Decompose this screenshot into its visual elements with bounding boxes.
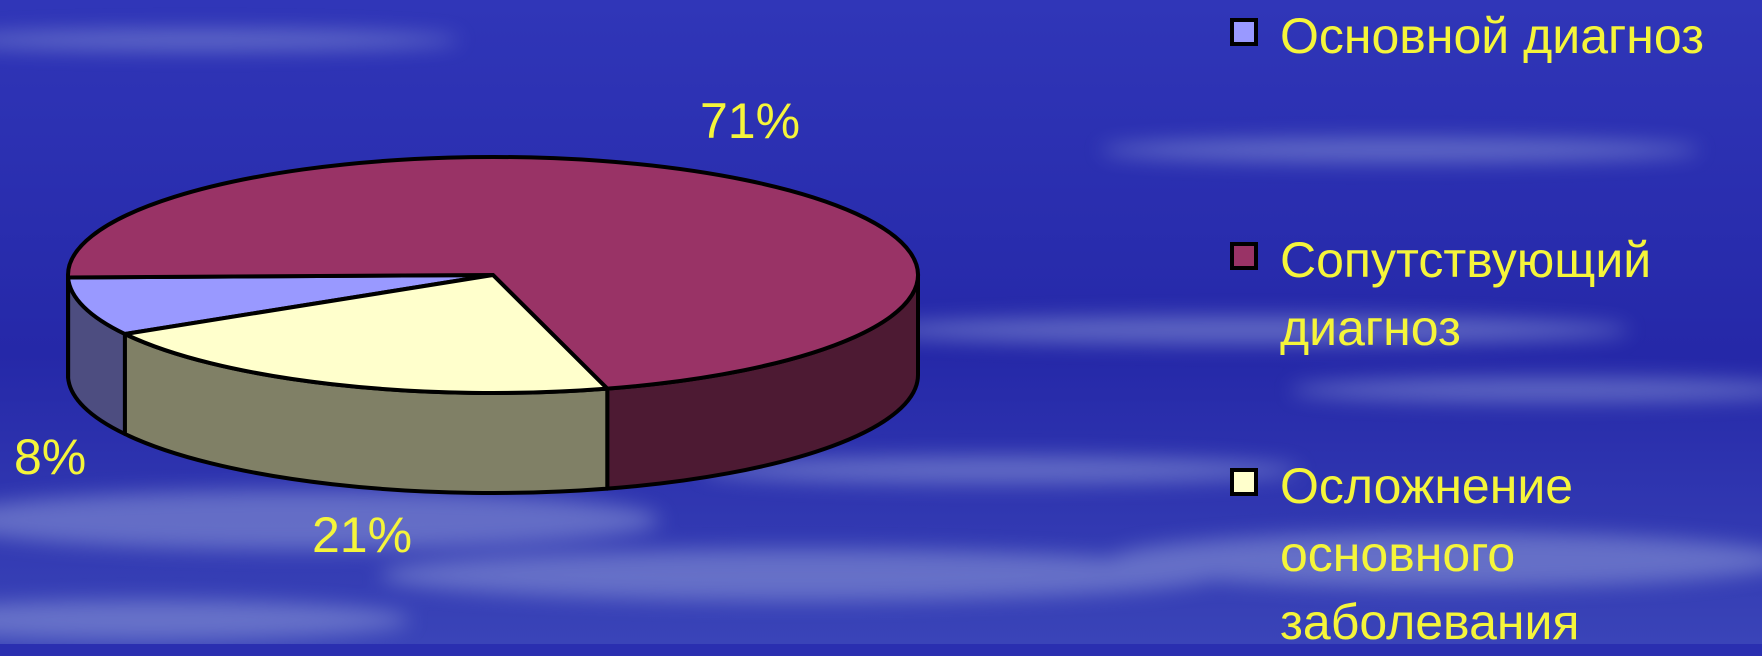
legend-swatch-2 (1230, 468, 1258, 496)
pct-label-slice-1: 71% (700, 96, 800, 146)
legend-swatch-1 (1230, 242, 1258, 270)
legend-label-0: Основной диагноз (1280, 2, 1750, 70)
legend-label-2: Осложнение основного заболевания (1280, 452, 1750, 656)
legend-swatch-0 (1230, 18, 1258, 46)
pie-top-faces (68, 157, 918, 393)
legend-item-0: Основной диагноз (1230, 2, 1750, 70)
pct-label-slice-2: 21% (312, 510, 412, 560)
legend-label-1: Сопутствующий диагноз (1280, 226, 1750, 362)
legend-item-1: Сопутствующий диагноз (1230, 226, 1750, 362)
legend-item-2: Осложнение основного заболевания (1230, 452, 1750, 656)
pct-label-slice-0: 8% (14, 432, 86, 482)
